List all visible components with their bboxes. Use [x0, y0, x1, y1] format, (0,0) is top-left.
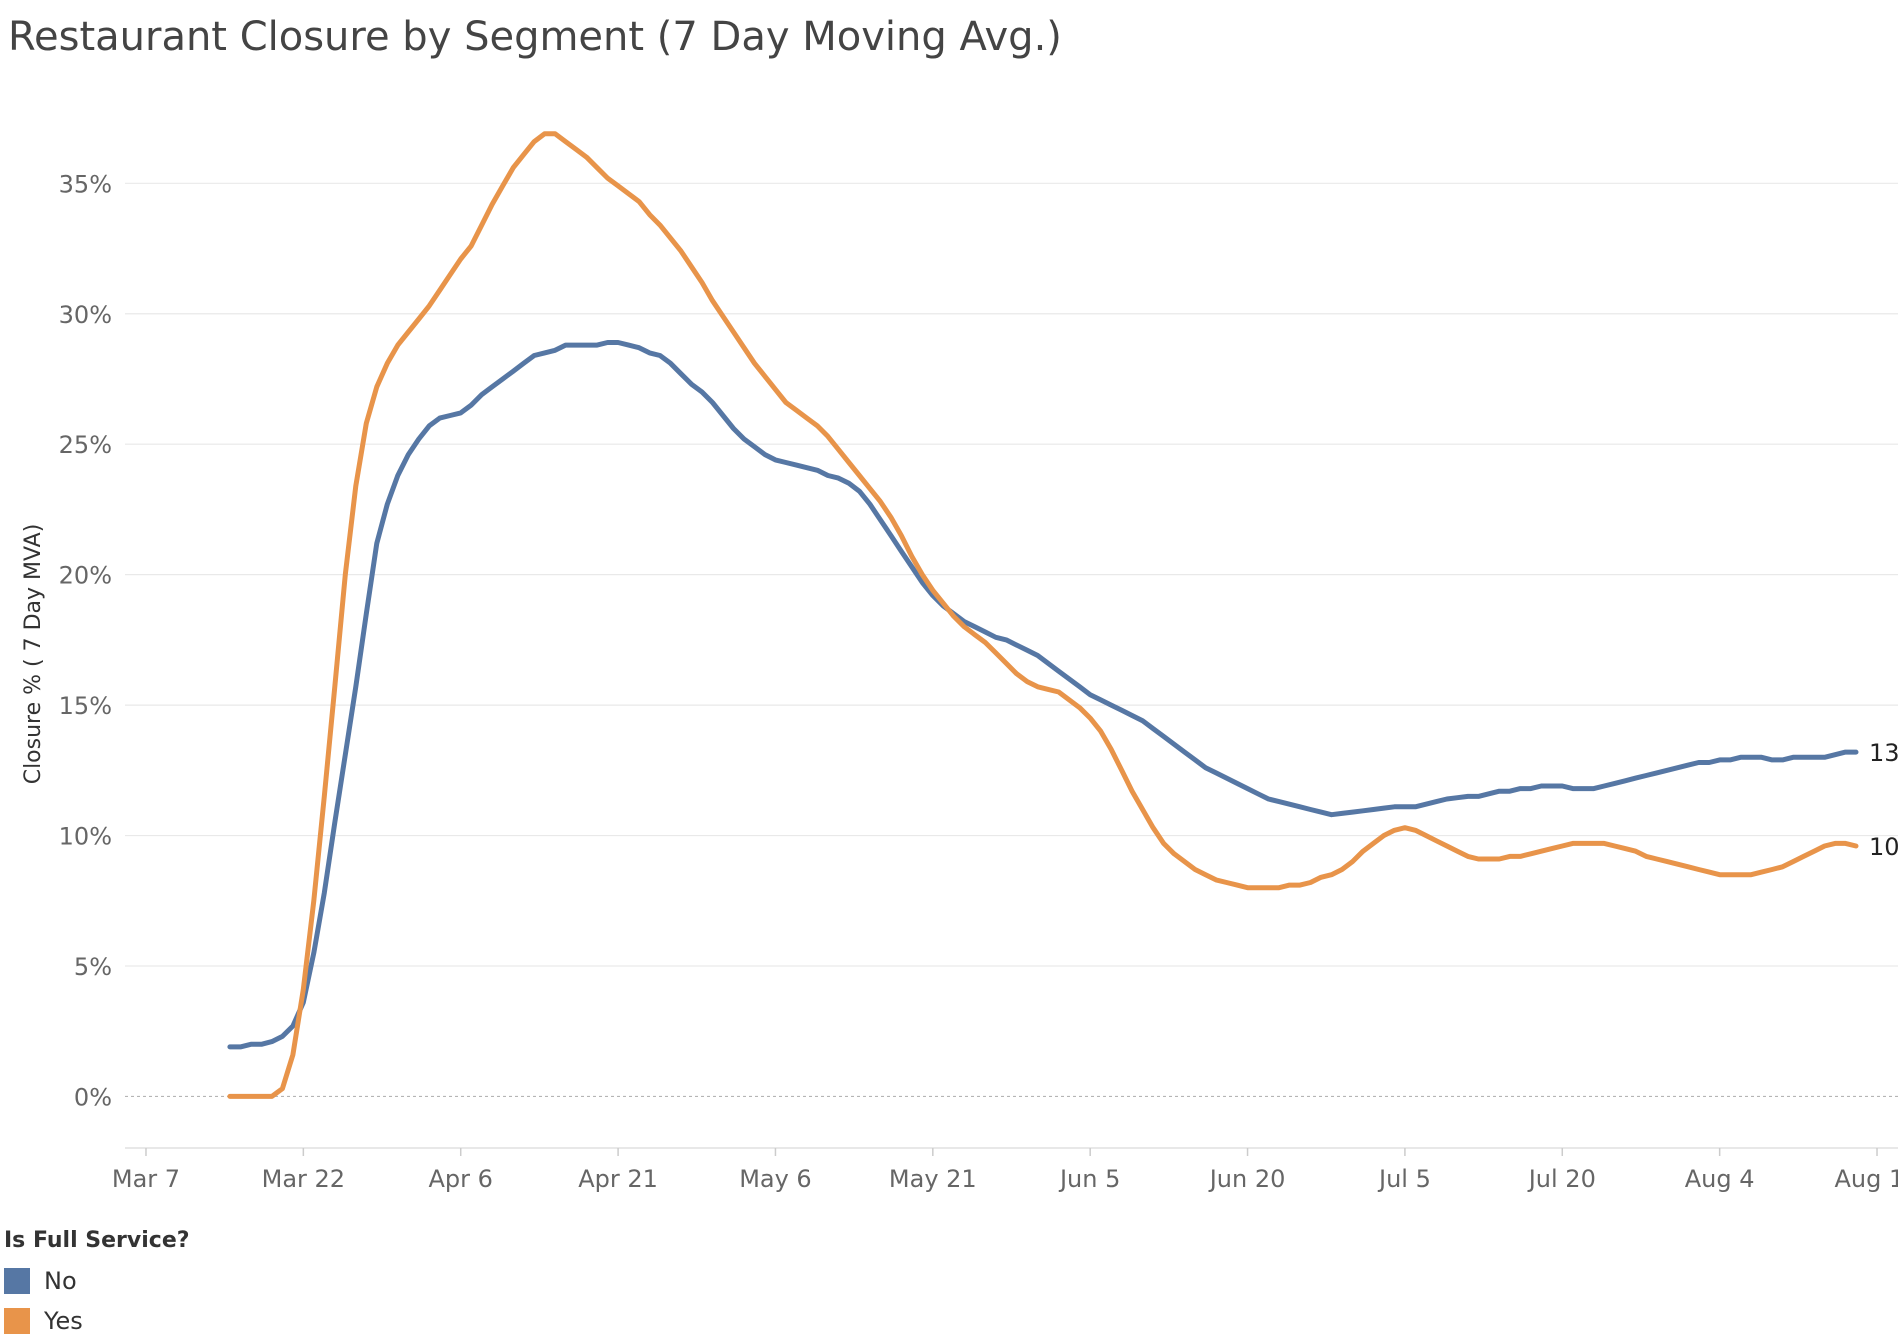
x-tick-label: Apr 6: [429, 1165, 493, 1193]
x-tick-label: May 21: [889, 1165, 977, 1193]
legend-title: Is Full Service?: [4, 1228, 190, 1253]
end-label-no: 13%: [1869, 739, 1898, 767]
x-tick-label: Apr 21: [578, 1165, 658, 1193]
x-tick-label: Aug 4: [1685, 1165, 1755, 1193]
y-tick-label: 5%: [74, 953, 112, 981]
gridlines: [125, 182, 1898, 1098]
line-chart: 0% 5% 10% 15% 20% 25% 30% 35% Closure % ( 7 Day …: [21, 131, 1898, 1193]
y-tick-label: 30%: [59, 301, 112, 329]
end-labels: 13% 10%: [1869, 739, 1898, 861]
legend-label-no: No: [44, 1267, 77, 1295]
y-tick-label: 15%: [59, 692, 112, 720]
end-label-yes: 10%: [1869, 833, 1898, 861]
series-line-yes[interactable]: [227, 131, 1859, 1099]
x-tick-label: Jul 20: [1527, 1165, 1596, 1193]
y-tick-label: 10%: [59, 823, 112, 851]
chart-title: Restaurant Closure by Segment (7 Day Mov…: [8, 14, 1062, 60]
legend: Is Full Service? No Yes: [4, 1228, 190, 1341]
x-tick-label: Jul 5: [1377, 1165, 1431, 1193]
series-line-no[interactable]: [227, 340, 1859, 1050]
x-tick-label: Mar 22: [262, 1165, 345, 1193]
series-lines: [227, 131, 1859, 1099]
y-tick-label: 25%: [59, 431, 112, 459]
y-axis-title: Closure % ( 7 Day MVA): [21, 524, 46, 785]
x-tick-label: May 6: [739, 1165, 812, 1193]
legend-item-no[interactable]: No: [4, 1261, 190, 1301]
x-tick-label: Mar 7: [112, 1165, 180, 1193]
axes: 0% 5% 10% 15% 20% 25% 30% 35% Closure % ( 7 Day …: [21, 170, 1898, 1193]
x-tick-label: Jun 20: [1208, 1165, 1286, 1193]
x-tick-label: Jun 5: [1058, 1165, 1120, 1193]
y-tick-label: 0%: [74, 1083, 112, 1111]
legend-swatch-no: [4, 1268, 30, 1294]
legend-item-yes[interactable]: Yes: [4, 1301, 190, 1341]
legend-label-yes: Yes: [44, 1307, 83, 1335]
legend-swatch-yes: [4, 1308, 30, 1334]
y-tick-label: 20%: [59, 562, 112, 590]
y-tick-label: 35%: [59, 170, 112, 198]
x-tick-label: Aug 19: [1835, 1165, 1898, 1193]
